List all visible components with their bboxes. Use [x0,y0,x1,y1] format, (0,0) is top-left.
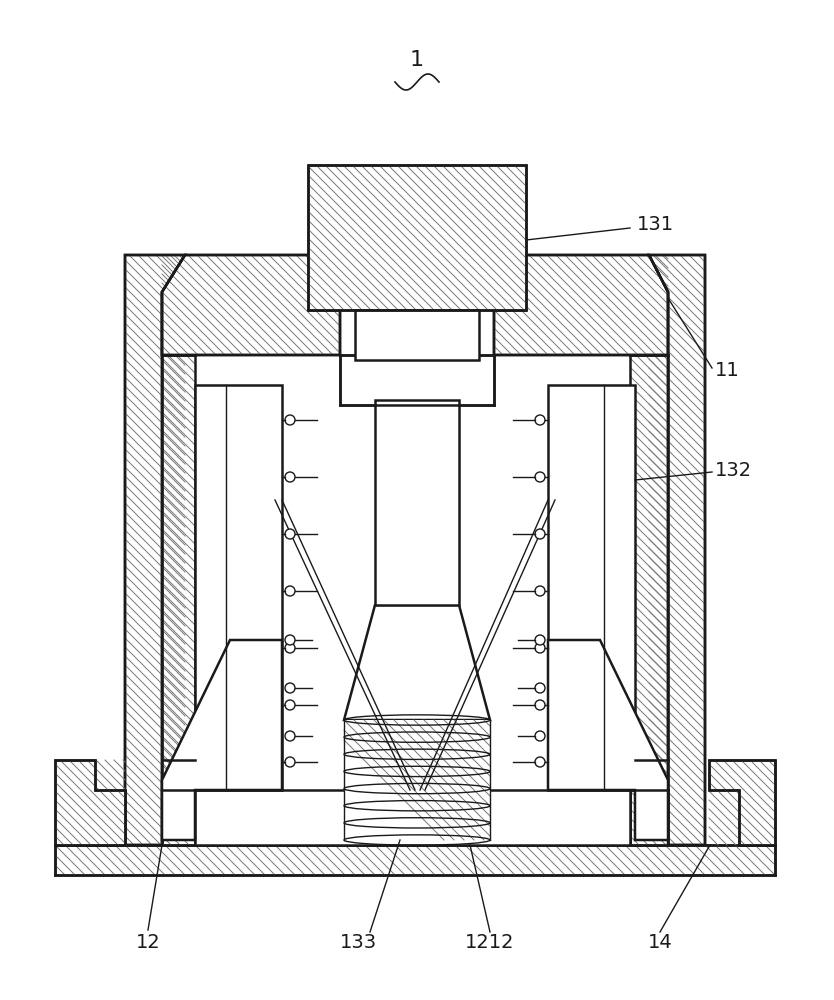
Circle shape [535,529,545,539]
Polygon shape [125,255,185,845]
Circle shape [285,472,295,482]
Circle shape [285,731,295,741]
Text: 14: 14 [648,932,672,952]
Circle shape [285,415,295,425]
Text: 11: 11 [715,360,740,379]
Circle shape [535,472,545,482]
Bar [195,385,282,790]
Circle shape [285,643,295,653]
Polygon shape [548,640,668,840]
Bar [195,790,630,845]
Circle shape [285,757,295,767]
Circle shape [285,529,295,539]
Text: 12: 12 [136,932,160,952]
Polygon shape [709,760,775,845]
Polygon shape [630,790,668,845]
Polygon shape [649,255,705,845]
Text: 131: 131 [637,216,674,234]
Polygon shape [630,355,668,790]
Polygon shape [494,255,668,355]
Polygon shape [55,760,125,845]
Circle shape [535,731,545,741]
Text: 1: 1 [410,50,424,70]
Text: 1212: 1212 [465,932,515,952]
Polygon shape [162,255,340,355]
Circle shape [535,757,545,767]
Circle shape [285,586,295,596]
Polygon shape [162,640,282,840]
Circle shape [535,635,545,645]
Bar [344,720,490,840]
Circle shape [535,700,545,710]
Circle shape [285,635,295,645]
Bar [375,400,459,605]
Bar [308,165,526,310]
Circle shape [285,683,295,693]
Circle shape [285,700,295,710]
Bar [340,355,494,405]
Circle shape [535,586,545,596]
Circle shape [535,643,545,653]
Bar [308,165,526,310]
Bar [355,310,479,360]
Polygon shape [162,355,195,790]
Text: 132: 132 [715,460,752,480]
Bar [548,385,635,790]
Circle shape [535,415,545,425]
Polygon shape [162,790,195,845]
Bar [55,845,775,875]
Text: 133: 133 [339,932,377,952]
Polygon shape [344,605,490,720]
Circle shape [535,683,545,693]
